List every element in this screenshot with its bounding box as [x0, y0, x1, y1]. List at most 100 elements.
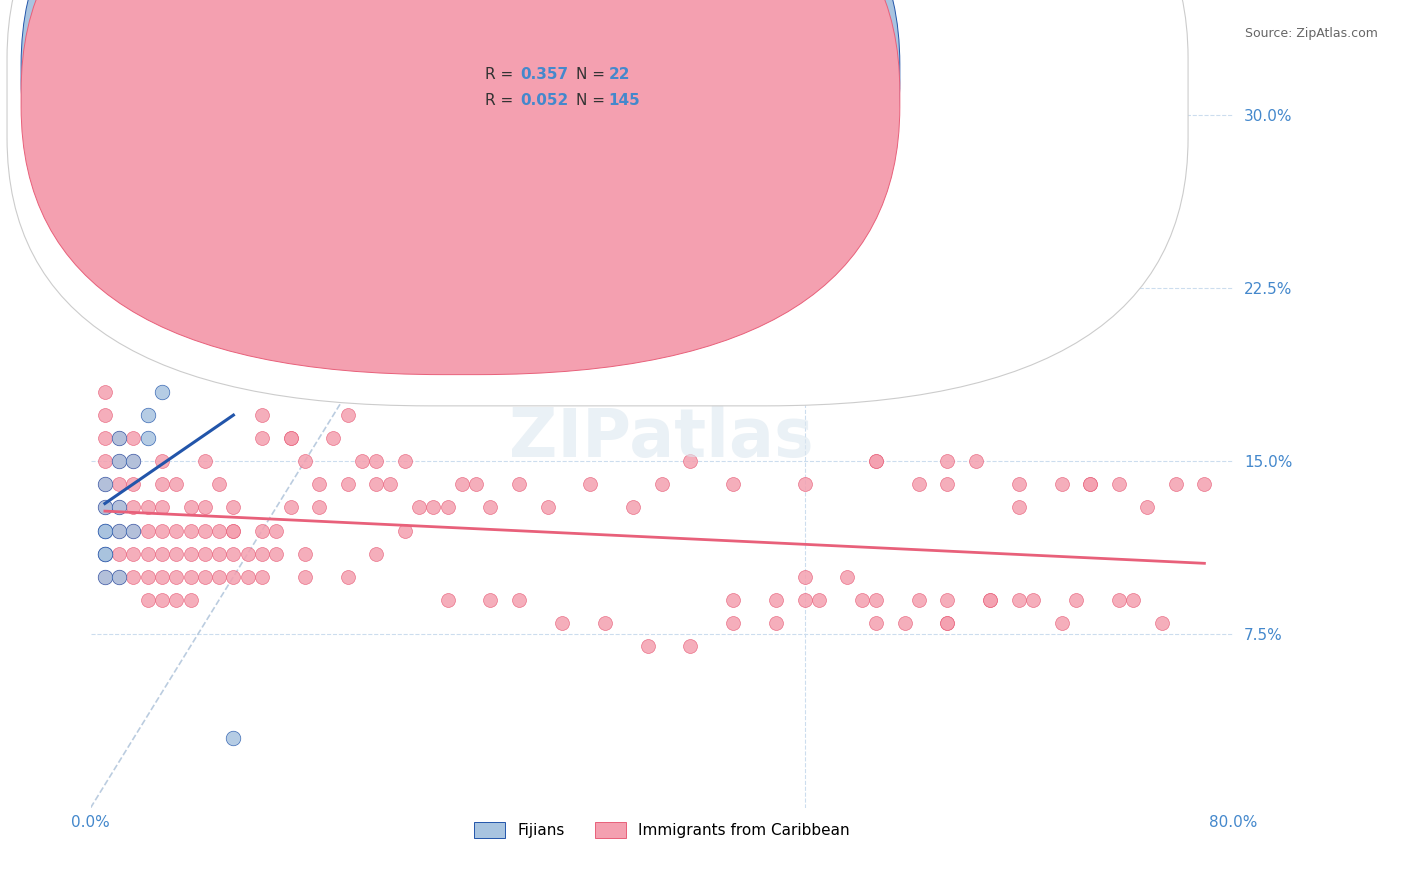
Point — [136, 570, 159, 584]
Point — [679, 454, 702, 468]
Point — [122, 431, 145, 445]
Point — [94, 547, 117, 561]
Point — [122, 524, 145, 538]
Point — [1050, 615, 1073, 630]
Point — [1008, 500, 1031, 515]
Point — [194, 293, 217, 307]
Point — [108, 431, 131, 445]
Point — [150, 477, 173, 491]
Point — [807, 592, 830, 607]
Point — [1008, 477, 1031, 491]
Point — [264, 547, 287, 561]
Point — [936, 615, 959, 630]
Point — [165, 246, 187, 260]
Point — [294, 454, 316, 468]
Point — [479, 592, 502, 607]
Point — [108, 454, 131, 468]
Point — [222, 547, 245, 561]
Point — [350, 454, 373, 468]
Point — [108, 500, 131, 515]
Point — [194, 547, 217, 561]
Point — [965, 454, 987, 468]
Point — [1108, 592, 1130, 607]
Point — [122, 524, 145, 538]
Point — [250, 524, 273, 538]
Text: ZIPatlas: ZIPatlas — [509, 405, 814, 471]
Point — [180, 592, 202, 607]
Point — [936, 592, 959, 607]
Point — [150, 524, 173, 538]
Point — [94, 570, 117, 584]
Point — [208, 547, 231, 561]
Point — [765, 592, 787, 607]
Point — [222, 524, 245, 538]
Point — [1108, 477, 1130, 491]
Point — [94, 547, 117, 561]
Point — [180, 351, 202, 365]
Text: R =: R = — [485, 94, 519, 108]
Text: 22: 22 — [609, 67, 630, 81]
Point — [180, 500, 202, 515]
Point — [651, 477, 673, 491]
Point — [508, 592, 530, 607]
Point — [94, 524, 117, 538]
Point — [979, 592, 1001, 607]
Point — [222, 524, 245, 538]
Text: N =: N = — [576, 94, 610, 108]
Point — [508, 477, 530, 491]
Point — [793, 570, 815, 584]
Point — [108, 454, 131, 468]
Point — [94, 547, 117, 561]
Point — [793, 592, 815, 607]
Point — [108, 477, 131, 491]
Point — [1050, 477, 1073, 491]
Point — [222, 570, 245, 584]
Point — [936, 477, 959, 491]
Point — [94, 384, 117, 399]
Point — [136, 408, 159, 422]
Point — [136, 524, 159, 538]
Point — [765, 615, 787, 630]
Point — [893, 615, 915, 630]
Point — [236, 570, 259, 584]
Text: N =: N = — [576, 67, 610, 81]
Point — [865, 454, 887, 468]
Point — [108, 431, 131, 445]
Point — [308, 500, 330, 515]
Point — [394, 454, 416, 468]
Point — [94, 454, 117, 468]
Point — [436, 500, 458, 515]
Point — [908, 477, 931, 491]
Point — [336, 570, 359, 584]
Point — [865, 615, 887, 630]
Point — [294, 547, 316, 561]
Point — [280, 431, 302, 445]
Point — [721, 592, 744, 607]
Point — [979, 592, 1001, 607]
Point — [865, 592, 887, 607]
Point — [366, 547, 388, 561]
Point — [136, 431, 159, 445]
Point — [851, 592, 873, 607]
Point — [236, 339, 259, 353]
Text: 0.052: 0.052 — [520, 94, 568, 108]
Point — [180, 547, 202, 561]
Point — [336, 477, 359, 491]
Point — [336, 408, 359, 422]
Point — [679, 639, 702, 653]
Point — [108, 547, 131, 561]
Point — [108, 524, 131, 538]
Point — [194, 524, 217, 538]
Point — [222, 500, 245, 515]
Point — [150, 384, 173, 399]
Point — [208, 477, 231, 491]
Point — [136, 500, 159, 515]
Point — [366, 477, 388, 491]
Point — [122, 477, 145, 491]
Point — [436, 592, 458, 607]
Point — [150, 592, 173, 607]
Point — [94, 547, 117, 561]
Point — [150, 500, 173, 515]
Point — [108, 570, 131, 584]
Text: Source: ZipAtlas.com: Source: ZipAtlas.com — [1244, 27, 1378, 40]
